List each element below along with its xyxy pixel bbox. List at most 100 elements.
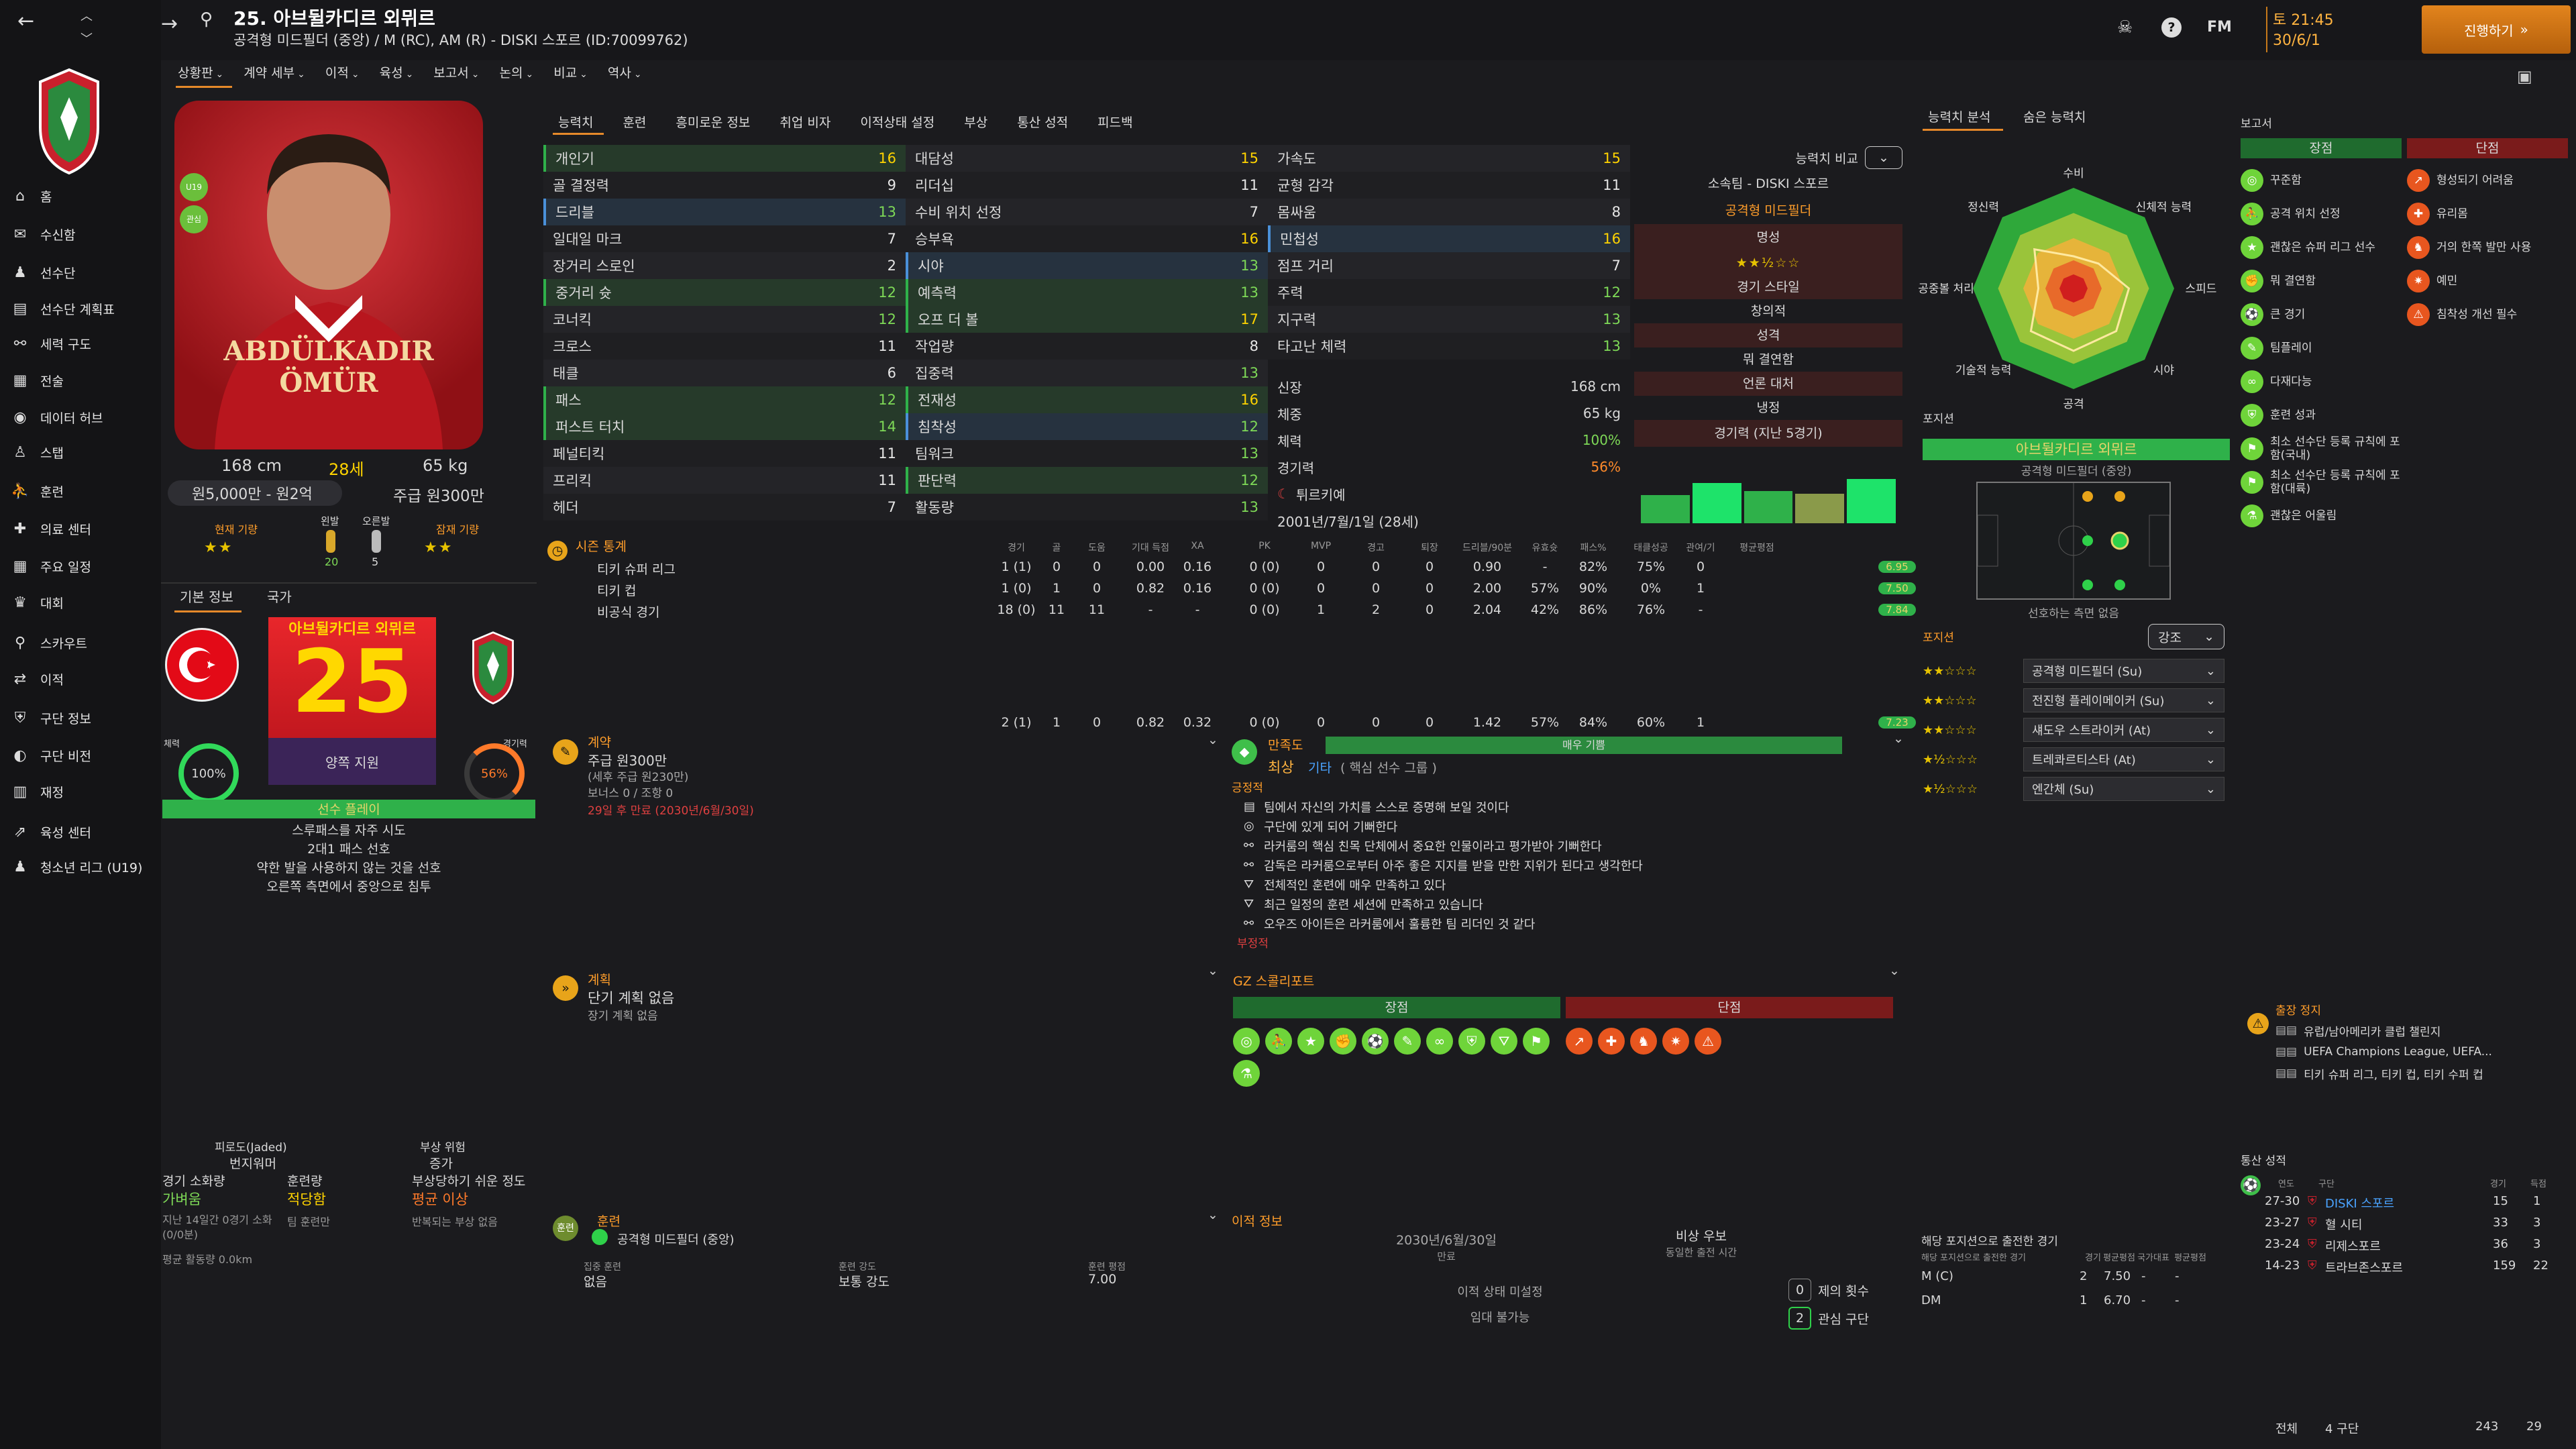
turkey-flag[interactable] (165, 628, 239, 702)
subnav-1[interactable]: 계약 세부 ⌄ (244, 63, 305, 81)
subnav-item-3[interactable]: 육성 (379, 66, 403, 80)
search-icon[interactable]: ⚲ (200, 9, 213, 30)
subnav-item-7[interactable]: 역사 (607, 66, 631, 80)
role-row[interactable]: ★★☆☆☆ 섀도우 스트라이커 (At) ⌄ (1923, 715, 2224, 745)
subnav-5[interactable]: 논의 ⌄ (499, 63, 533, 81)
foot-icon[interactable]: ♞ (1630, 1028, 1657, 1055)
team-icon[interactable]: ∞ (1426, 1028, 1453, 1055)
star-icon[interactable]: ★ (1297, 1028, 1324, 1055)
composure-icon[interactable]: ⚠ (1695, 1028, 1721, 1055)
subnav-2[interactable]: 이적 ⌄ (325, 63, 360, 81)
interested-count[interactable]: 2 (1788, 1307, 1811, 1330)
report-item[interactable]: ★ 괜찮은 슈퍼 리그 선수 (2241, 231, 2402, 264)
scout-title[interactable]: GZ 스콜리포트 (1233, 974, 1315, 989)
mood-icon[interactable]: ✷ (1662, 1028, 1689, 1055)
tab-nation[interactable]: 국가 (267, 589, 292, 605)
tab-ability-analysis[interactable]: 능력치 분석 (1928, 110, 1991, 125)
subnav-7[interactable]: 역사 ⌄ (608, 63, 642, 81)
role-row[interactable]: ★½☆☆☆ 트레콰르티스타 (At) ⌄ (1923, 745, 2224, 774)
attr-tab-3[interactable]: 취업 비자 (780, 115, 831, 130)
trend-icon[interactable]: ↗ (1566, 1028, 1593, 1055)
chevron-down-icon[interactable]: ﹀ (80, 32, 93, 46)
nav-item-16[interactable]: ▥ 재정 (12, 777, 64, 806)
subnav-item-1[interactable]: 계약 세부 (244, 66, 295, 80)
nav-item-11[interactable]: ♛ 대회 (12, 588, 64, 617)
nav-item-18[interactable]: ♟ 청소년 리그 (U19) (12, 852, 142, 881)
skull-icon[interactable]: ☠ (2117, 17, 2133, 38)
boot-icon[interactable]: ✎ (1394, 1028, 1421, 1055)
role-dropdown[interactable]: 공격형 미드필더 (Su) ⌄ (2023, 659, 2224, 683)
subnav-item-2[interactable]: 이적 (325, 66, 349, 80)
compare-dropdown[interactable]: ⌄ (1865, 146, 1902, 169)
report-item[interactable]: ✎ 팀플레이 (2241, 331, 2402, 365)
training-icon[interactable]: ⚑ (1523, 1028, 1550, 1055)
role-dropdown[interactable]: 엔간체 (Su) ⌄ (2023, 777, 2224, 801)
report-item[interactable]: ⛨ 훈련 성과 (2241, 398, 2402, 432)
nav-item-8[interactable]: ⛹ 훈련 (11, 476, 64, 506)
nav-item-5[interactable]: ▦ 전술 (12, 366, 64, 395)
nav-item-7[interactable]: ♙ 스탭 (12, 437, 64, 467)
medical-cross-icon[interactable]: ✚ (1598, 1028, 1625, 1055)
report-item[interactable]: ⚑ 최소 선수단 등록 규칙에 포함(국내) (2241, 432, 2402, 466)
attr-tab-0[interactable]: 능력치 (558, 115, 594, 130)
cone-icon[interactable]: ⛛ (1491, 1028, 1517, 1055)
ball-icon[interactable]: ⚽ (1362, 1028, 1389, 1055)
fist-icon[interactable]: ✊ (1330, 1028, 1356, 1055)
nav-item-9[interactable]: ✚ 의료 센터 (12, 514, 91, 543)
flask-icon[interactable]: ⚗ (1233, 1060, 1260, 1087)
tab-basic-info[interactable]: 기본 정보 (180, 589, 233, 605)
report-item[interactable]: ✊ 뭐 결연함 (2241, 264, 2402, 298)
forward-icon[interactable]: → (161, 12, 178, 36)
season-stats-title[interactable]: 시즌 통계 (576, 539, 627, 554)
attr-tab-6[interactable]: 통산 성적 (1017, 115, 1069, 130)
career-row[interactable]: 23-24 ⛨ 리제스포르 36 3 (2265, 1234, 2573, 1256)
continue-button[interactable]: 진행하기 » (2422, 5, 2571, 54)
happiness-expand-icon[interactable]: ⌄ (1893, 731, 1904, 746)
scout-expand-icon[interactable]: ⌄ (1889, 963, 1900, 978)
nav-item-14[interactable]: ⛨ 구단 정보 (12, 703, 91, 733)
report-item[interactable]: ⚽ 큰 경기 (2241, 298, 2402, 331)
nav-item-3[interactable]: ▤ 선수단 계획표 (12, 294, 115, 323)
career-row[interactable]: 14-23 ⛨ 트라브존스포르 159 22 (2265, 1256, 2573, 1277)
role-row[interactable]: ★½☆☆☆ 엔간체 (Su) ⌄ (1923, 774, 2224, 804)
career-row[interactable]: 23-27 ⛨ 혈 시티 33 3 (2265, 1213, 2573, 1234)
subnav-6[interactable]: 비교 ⌄ (553, 63, 588, 81)
training-expand-icon[interactable]: ⌄ (1208, 1208, 1218, 1222)
report-item[interactable]: ✚ 유리몸 (2407, 197, 2575, 231)
nav-item-0[interactable]: ⌂ 홈 (12, 181, 52, 211)
layout-icon[interactable]: ▣ (2517, 67, 2532, 86)
subnav-3[interactable]: 육성 ⌄ (380, 63, 414, 81)
chevron-up-icon[interactable]: ︿ (80, 9, 93, 23)
consistency-icon[interactable]: ◎ (1233, 1028, 1260, 1055)
report-item[interactable]: ⛹ 공격 위치 선정 (2241, 197, 2402, 231)
club-crest[interactable] (38, 67, 101, 174)
player-photo[interactable]: ABDÜLKADIR ÖMÜR (174, 101, 483, 449)
report-item[interactable]: ⚑ 최소 선수단 등록 규칙에 포함(대륙) (2241, 466, 2402, 499)
shield-icon[interactable]: ⛨ (1458, 1028, 1485, 1055)
fm-menu-button[interactable]: FM (2207, 19, 2232, 36)
subnav-0[interactable]: 상황판 ⌄ (178, 63, 223, 81)
report-item[interactable]: ◎ 꾸준함 (2241, 164, 2402, 197)
training-title[interactable]: 훈련 (597, 1214, 621, 1229)
transfer-title[interactable]: 이적 정보 (1232, 1214, 1283, 1229)
attr-tab-7[interactable]: 피드백 (1097, 115, 1133, 130)
happiness-title[interactable]: 만족도 (1268, 738, 1303, 753)
subnav-item-6[interactable]: 비교 (553, 66, 578, 80)
subnav-item-0[interactable]: 상황판 (178, 66, 213, 80)
role-row[interactable]: ★★☆☆☆ 공격형 미드필더 (Su) ⌄ (1923, 656, 2224, 686)
attr-tab-5[interactable]: 부상 (964, 115, 988, 130)
report-item[interactable]: ∞ 다재다능 (2241, 365, 2402, 398)
attr-tab-1[interactable]: 훈련 (623, 115, 647, 130)
back-icon[interactable]: ← (17, 9, 35, 33)
emphasis-dropdown[interactable]: 강조 ⌄ (2148, 624, 2224, 649)
plans-title[interactable]: 계획 (588, 973, 611, 987)
nav-item-13[interactable]: ⇄ 이적 (12, 664, 64, 694)
attr-tab-2[interactable]: 흥미로운 정보 (676, 115, 751, 130)
positioning-icon[interactable]: ⛹ (1265, 1028, 1292, 1055)
nav-item-12[interactable]: ⚲ 스카우트 (12, 628, 87, 657)
subnav-item-4[interactable]: 보고서 (433, 66, 469, 80)
help-icon[interactable]: ? (2161, 17, 2182, 38)
role-dropdown[interactable]: 전진형 플레이메이커 (Su) ⌄ (2023, 688, 2224, 712)
contract-title[interactable]: 계약 (588, 735, 611, 750)
subnav-item-5[interactable]: 논의 (499, 66, 523, 80)
